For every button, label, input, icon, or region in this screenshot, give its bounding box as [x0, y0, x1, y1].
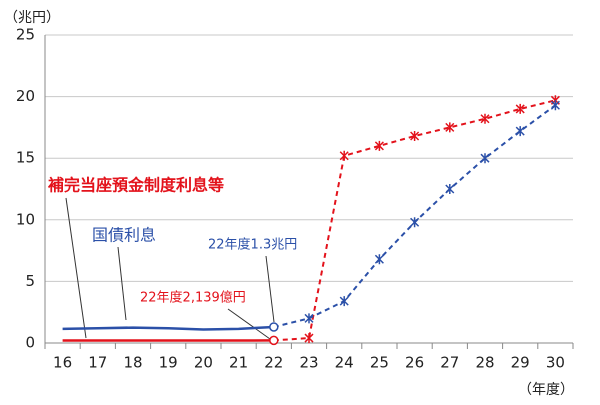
callout-line	[117, 246, 127, 321]
point-marker	[339, 150, 349, 161]
x-tick-label: 24	[335, 354, 354, 372]
x-tick-label: 17	[88, 354, 107, 372]
annotation: 22年度2,139億円	[140, 290, 246, 306]
point-marker	[374, 140, 384, 151]
series-label: 国債利息	[92, 226, 156, 245]
x-tick-label: 26	[405, 354, 424, 372]
y-tick-label: 20	[16, 87, 35, 105]
x-tick-label: 29	[511, 354, 530, 372]
point-marker	[304, 313, 314, 324]
annotation: 22年度1.3兆円	[208, 237, 297, 253]
x-tick-label: 16	[53, 354, 72, 372]
point-marker	[480, 153, 490, 164]
series-line	[273, 99, 556, 342]
series-label: 補完当座預金制度利息等	[47, 176, 224, 195]
y-tick-label: 15	[16, 149, 35, 167]
point-marker	[410, 131, 420, 142]
point-marker	[374, 254, 384, 265]
point-marker	[445, 184, 455, 194]
y-tick-label: 25	[16, 26, 35, 44]
x-tick-label: 30	[546, 354, 565, 372]
point-marker	[410, 217, 420, 228]
point-marker	[515, 126, 525, 137]
x-tick-label: 19	[159, 354, 178, 372]
point-marker	[269, 335, 279, 346]
callout-line	[227, 308, 271, 340]
x-tick-label: 20	[194, 354, 213, 372]
callout-line	[65, 197, 87, 339]
point-marker	[515, 103, 525, 114]
x-tick-label: 23	[299, 354, 318, 372]
x-tick-label: 25	[370, 354, 389, 372]
point-marker	[269, 322, 279, 332]
point-marker	[445, 122, 455, 133]
callouts	[65, 197, 275, 340]
y-tick-label: 0	[25, 334, 35, 352]
point-marker	[339, 296, 349, 307]
x-axis-label: （年度）	[518, 382, 574, 398]
x-tick-label: 28	[475, 354, 494, 372]
point-marker	[550, 100, 560, 111]
point-marker	[480, 113, 490, 124]
callout-line	[265, 255, 275, 323]
y-tick-label: 5	[25, 272, 35, 290]
x-tick-label: 27	[440, 354, 459, 372]
unit-label: （兆円）	[4, 10, 60, 26]
x-tick-label: 22	[264, 354, 283, 372]
y-tick-label: 10	[16, 210, 35, 228]
series-line	[62, 325, 274, 331]
x-tick-label: 21	[229, 354, 248, 372]
point-marker	[304, 333, 314, 344]
x-tick-label: 18	[123, 354, 142, 372]
